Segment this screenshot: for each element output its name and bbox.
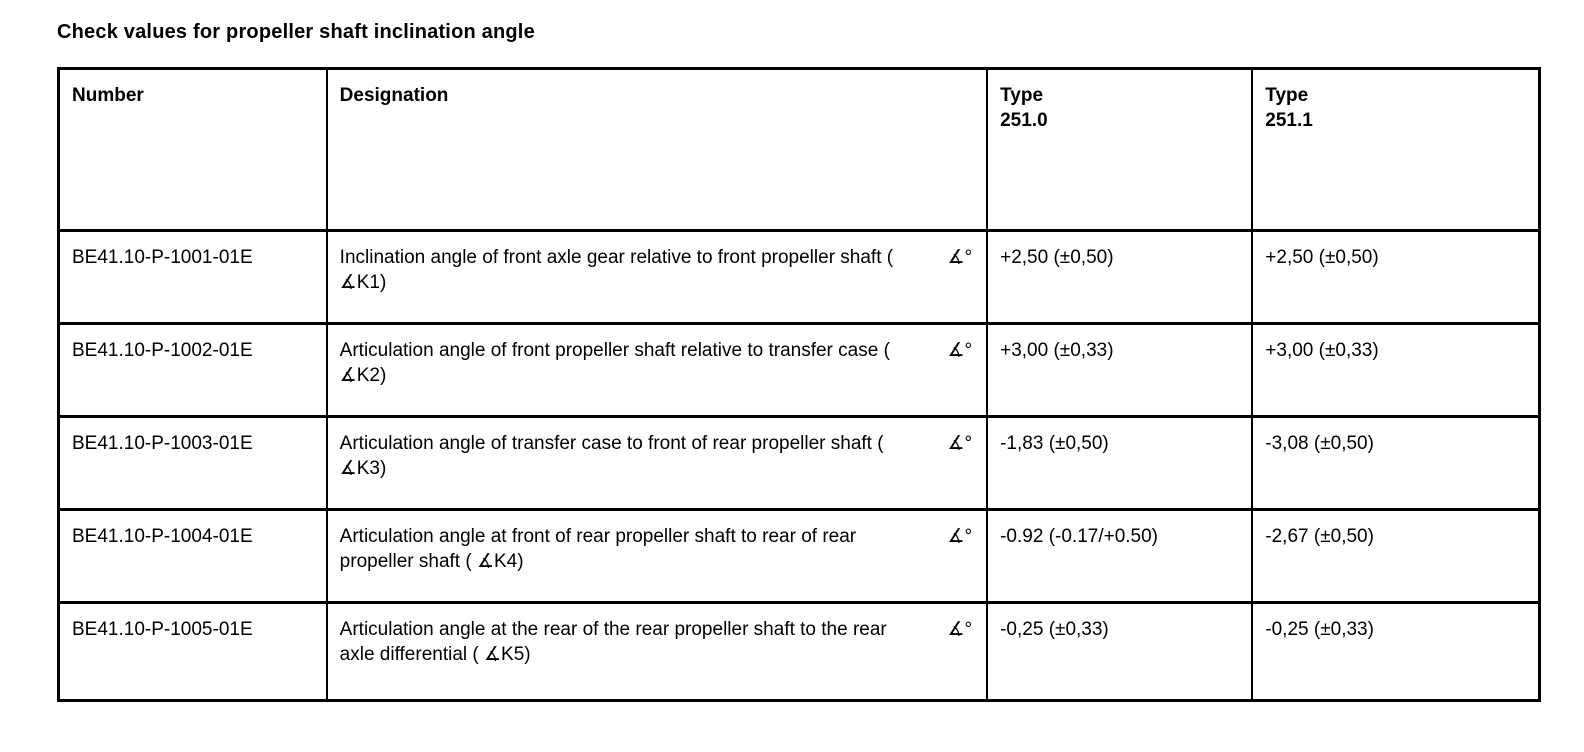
angle-degree-symbol: ∡° (947, 433, 973, 454)
number-cell: BE41.10-P-1003-01E (57, 415, 328, 511)
designation-text: Articulation angle of transfer case to f… (339, 433, 884, 479)
designation-text: Articulation angle of front propeller sh… (339, 340, 890, 386)
type-251-0-value-cell: -0,25 (±0,33) (986, 601, 1254, 702)
type-251-1-value-cell: +3,00 (±0,33) (1251, 322, 1541, 418)
column-header-designation: Designation (325, 67, 989, 232)
table-row: BE41.10-P-1001-01E Inclination angle of … (57, 229, 1541, 325)
number-cell: BE41.10-P-1004-01E (57, 508, 328, 604)
designation-cell: Articulation angle at front of rear prop… (325, 508, 989, 604)
angle-degree-symbol: ∡° (947, 619, 973, 640)
number-cell: BE41.10-P-1002-01E (57, 322, 328, 418)
type-251-1-value-cell: -0,25 (±0,33) (1251, 601, 1541, 702)
column-header-number-label: Number (72, 85, 144, 106)
designation-text: Articulation angle at front of rear prop… (339, 526, 857, 572)
designation-cell: Articulation angle of transfer case to f… (325, 415, 989, 511)
column-header-number: Number (57, 67, 328, 232)
type-251-0-value-cell: +2,50 (±0,50) (986, 229, 1254, 325)
table-row: BE41.10-P-1005-01E Articulation angle at… (57, 601, 1541, 702)
column-header-type-label: Type (1000, 85, 1044, 106)
type-251-1-value-cell: +2,50 (±0,50) (1251, 229, 1541, 325)
designation-cell: Inclination angle of front axle gear rel… (325, 229, 989, 325)
type-251-1-value-cell: -2,67 (±0,50) (1251, 508, 1541, 604)
column-header-designation-label: Designation (339, 85, 449, 106)
angle-degree-symbol: ∡° (947, 340, 973, 361)
type-251-0-value-cell: -1,83 (±0,50) (986, 415, 1254, 511)
type-251-1-value-cell: -3,08 (±0,50) (1251, 415, 1541, 511)
table-row: BE41.10-P-1002-01E Articulation angle of… (57, 322, 1541, 418)
number-cell: BE41.10-P-1005-01E (57, 601, 328, 702)
table-header-row: Number Designation Type 251.0 Type 251.1 (57, 67, 1541, 232)
table-row: BE41.10-P-1004-01E Articulation angle at… (57, 508, 1541, 604)
designation-cell: Articulation angle of front propeller sh… (325, 322, 989, 418)
column-header-type-251-1: Type 251.1 (1251, 67, 1541, 232)
angle-degree-symbol: ∡° (947, 247, 973, 268)
type-251-0-value-cell: +3,00 (±0,33) (986, 322, 1254, 418)
number-cell: BE41.10-P-1001-01E (57, 229, 328, 325)
type-251-0-value-cell: -0.92 (-0.17/+0.50) (986, 508, 1254, 604)
table-row: BE41.10-P-1003-01E Articulation angle of… (57, 415, 1541, 511)
column-header-type-sub: 251.0 (1000, 110, 1048, 131)
angle-degree-symbol: ∡° (947, 526, 973, 547)
column-header-type-251-0: Type 251.0 (986, 67, 1254, 232)
column-header-type-label: Type (1265, 85, 1309, 106)
designation-cell: Articulation angle at the rear of the re… (325, 601, 989, 702)
designation-text: Articulation angle at the rear of the re… (339, 619, 887, 665)
column-header-type-sub: 251.1 (1265, 110, 1313, 131)
page-title: Check values for propeller shaft inclina… (57, 21, 535, 43)
designation-text: Inclination angle of front axle gear rel… (339, 247, 894, 293)
check-values-table: Number Designation Type 251.0 Type 251.1… (57, 67, 1541, 702)
